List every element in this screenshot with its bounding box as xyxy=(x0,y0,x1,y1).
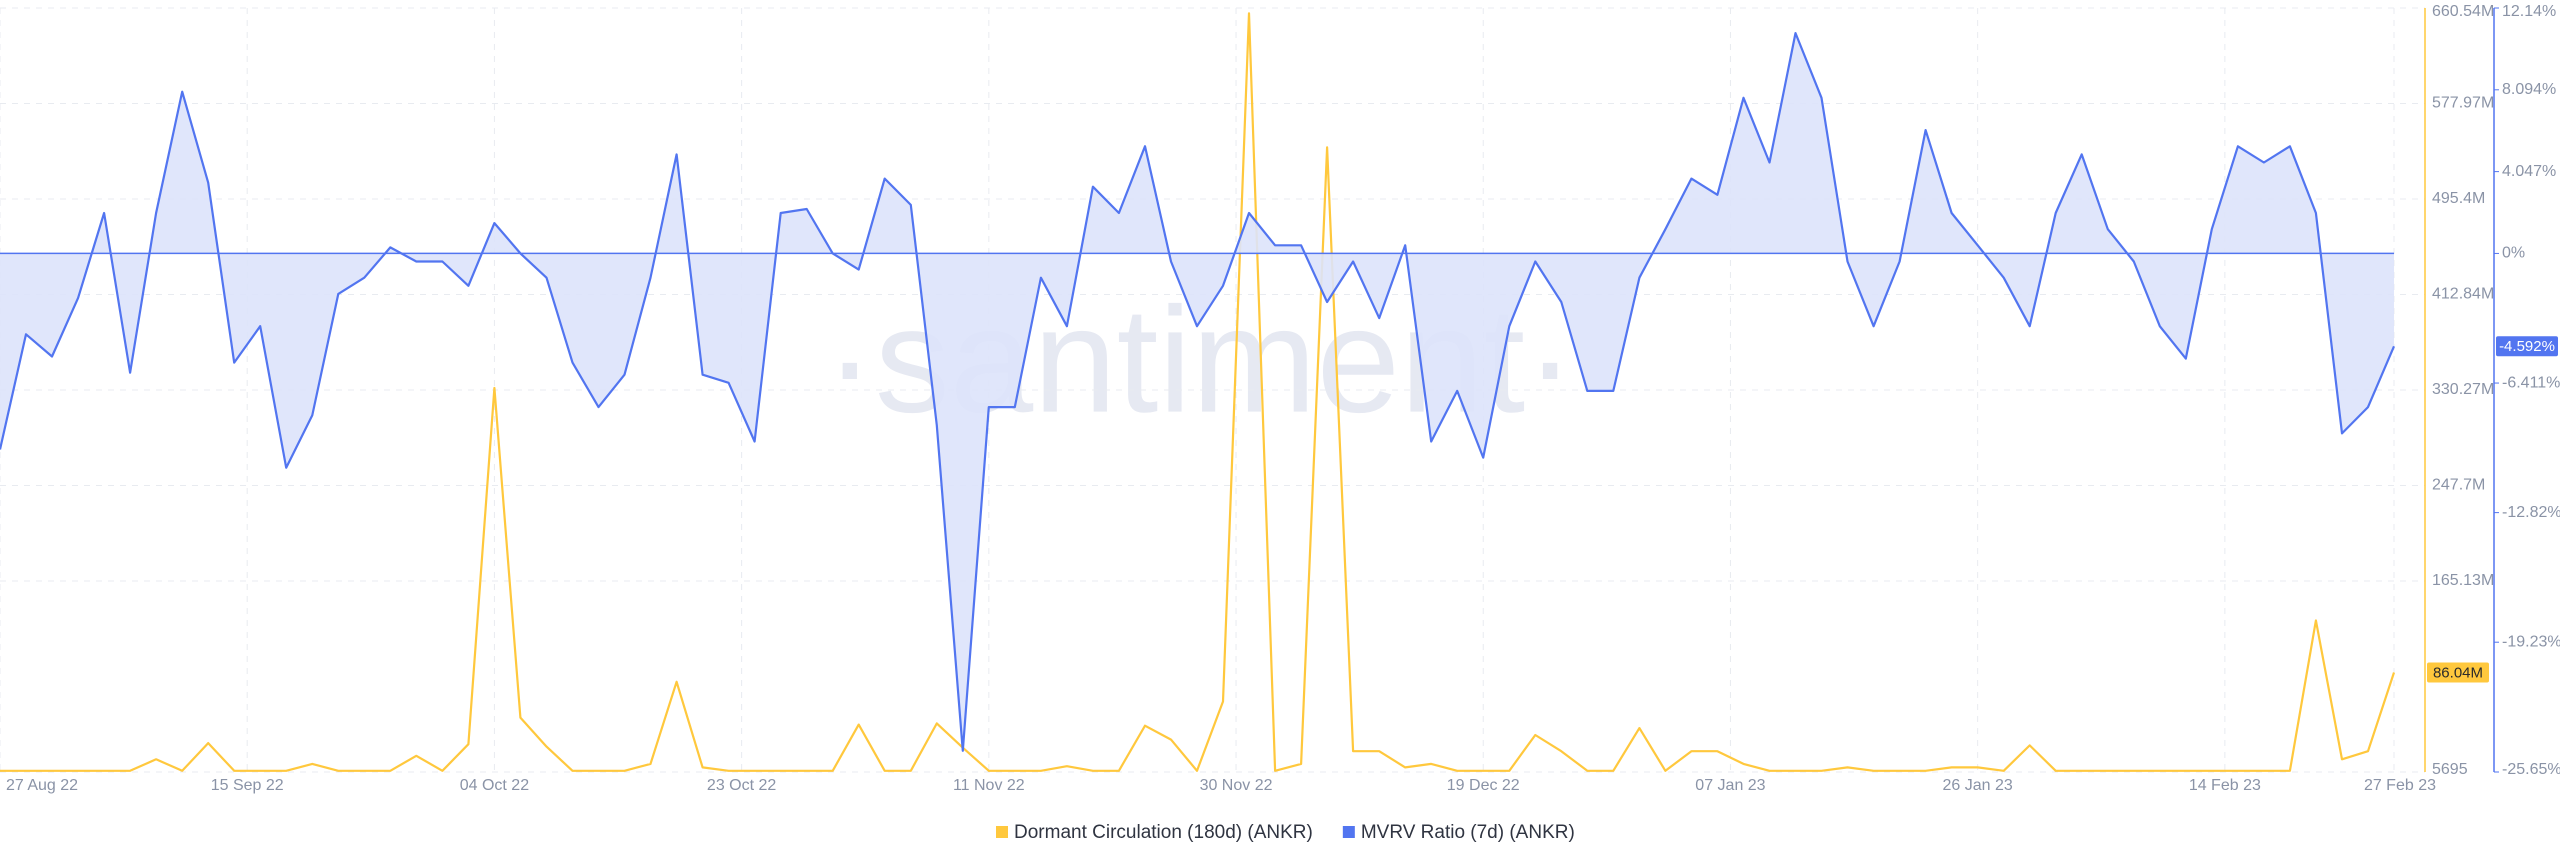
value-badge xyxy=(2427,662,2489,683)
x-tick-label: 11 Nov 22 xyxy=(953,777,1025,794)
y-tick-label: 577.97M xyxy=(2432,95,2494,112)
legend: Dormant Circulation (180d) (ANKR) MVRV Ra… xyxy=(996,822,1575,843)
y2-tick-label: 8.094% xyxy=(2502,81,2556,98)
value-badge xyxy=(2496,336,2558,357)
y-tick-label: 247.7M xyxy=(2432,477,2485,494)
y-tick-label: 330.27M xyxy=(2432,381,2494,398)
legend-item[interactable]: MVRV Ratio (7d) (ANKR) xyxy=(1342,822,1575,843)
value-label: -4.592% xyxy=(2499,338,2555,355)
y2-tick-label: 0% xyxy=(2502,245,2525,262)
x-tick-label: 27 Aug 22 xyxy=(6,777,78,794)
legend-swatch xyxy=(996,826,1008,838)
y-tick-label: 495.4M xyxy=(2432,190,2485,207)
line xyxy=(0,12,2396,772)
y-tick-label: 412.84M xyxy=(2432,286,2494,303)
area xyxy=(0,33,2394,751)
legend-label: MVRV Ratio (7d) (ANKR) xyxy=(1361,822,1575,843)
line xyxy=(0,32,2396,752)
y-tick-label: 165.13M xyxy=(2432,572,2494,589)
y2-tick-label: -19.23% xyxy=(2502,633,2560,650)
y2-tick-label: -6.411% xyxy=(2502,374,2560,391)
x-tick-label: 27 Feb 23 xyxy=(2364,777,2436,794)
y-tick-label: 5695 xyxy=(2432,761,2468,778)
y-tick-label: 660.54M xyxy=(2432,3,2494,20)
y2-tick-label: 12.14% xyxy=(2502,3,2556,20)
x-tick-label: 04 Oct 22 xyxy=(460,777,529,794)
x-tick-label: 26 Jan 23 xyxy=(1943,777,2013,794)
legend-label: Dormant Circulation (180d) (ANKR) xyxy=(1014,822,1313,843)
x-tick-label: 15 Sep 22 xyxy=(211,777,284,794)
y2-tick-label: 4.047% xyxy=(2502,163,2556,180)
y2-tick-label: -12.82% xyxy=(2502,504,2560,521)
x-tick-label: 19 Dec 22 xyxy=(1447,777,1520,794)
y2-tick-label: -25.65% xyxy=(2502,761,2560,778)
x-tick-label: 23 Oct 22 xyxy=(707,777,776,794)
legend-swatch xyxy=(1342,826,1355,838)
legend-item[interactable]: Dormant Circulation (180d) (ANKR) xyxy=(996,822,1313,843)
x-tick-label: 30 Nov 22 xyxy=(1200,777,1273,794)
x-tick-label: 07 Jan 23 xyxy=(1695,777,1765,794)
value-label: 86.04M xyxy=(2433,664,2483,681)
x-tick-label: 14 Feb 23 xyxy=(2189,777,2261,794)
